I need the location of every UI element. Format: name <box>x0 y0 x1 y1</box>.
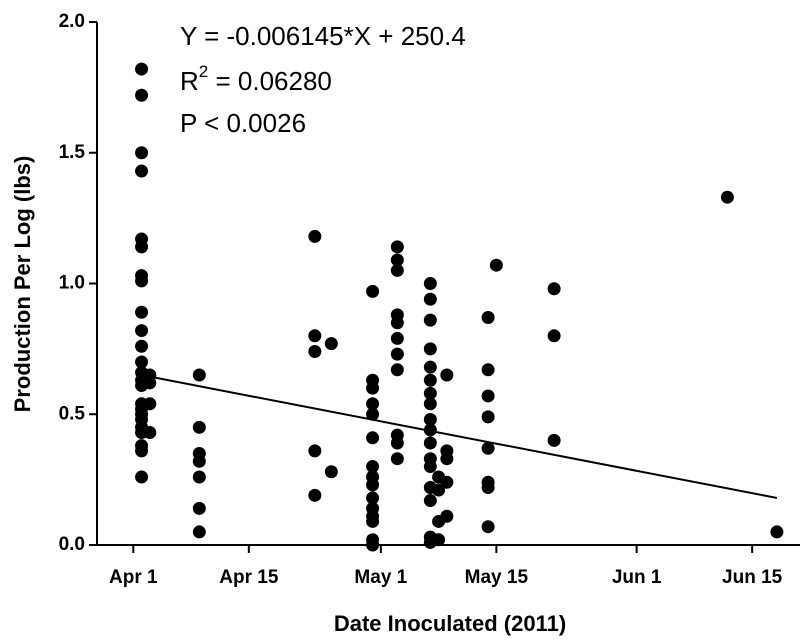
point <box>390 452 404 466</box>
point <box>423 292 437 306</box>
point <box>440 452 454 466</box>
y-tick-label: 0.0 <box>59 534 85 555</box>
point <box>423 360 437 374</box>
point <box>324 465 338 479</box>
point <box>432 533 446 547</box>
point <box>308 344 322 358</box>
point <box>390 331 404 345</box>
point <box>192 420 206 434</box>
point <box>390 316 404 330</box>
point <box>390 253 404 267</box>
point <box>423 342 437 356</box>
x-tick-label: Jun 1 <box>612 567 662 588</box>
x-axis-title: Date Inoculated (2011) <box>334 611 566 636</box>
point <box>489 258 503 272</box>
point <box>423 277 437 290</box>
point <box>547 433 561 447</box>
point <box>366 397 380 411</box>
point <box>143 397 157 411</box>
y-axis-title: Production Per Log (lbs) <box>10 156 35 413</box>
point <box>366 431 380 445</box>
point <box>390 436 404 450</box>
x-tick-label: May 1 <box>354 567 407 588</box>
point <box>135 164 149 178</box>
point <box>481 410 495 424</box>
point <box>192 525 206 539</box>
point <box>308 444 322 458</box>
point <box>770 525 784 539</box>
point <box>423 412 437 426</box>
y-tick-label: 1.5 <box>59 142 86 163</box>
point <box>366 538 380 552</box>
point <box>135 274 149 288</box>
x-tick-label: Apr 1 <box>109 567 158 588</box>
point <box>547 329 561 343</box>
point <box>308 488 322 502</box>
point <box>135 88 149 102</box>
point <box>135 355 149 369</box>
point <box>366 407 380 421</box>
point <box>143 376 157 390</box>
point <box>423 460 437 474</box>
point <box>481 520 495 534</box>
point <box>366 491 380 505</box>
point <box>390 363 404 377</box>
point <box>308 329 322 343</box>
point <box>135 62 149 76</box>
y-tick-label: 1.0 <box>59 273 85 294</box>
point <box>366 284 380 298</box>
point <box>192 470 206 484</box>
y-tick-label: 2.0 <box>59 11 85 32</box>
point <box>366 460 380 474</box>
point <box>440 509 454 523</box>
x-tick-label: Apr 15 <box>219 567 279 588</box>
point <box>135 444 149 458</box>
point <box>135 146 149 160</box>
r-squared: R2 = 0.06280 <box>180 62 332 95</box>
point <box>440 368 454 382</box>
point <box>390 240 404 254</box>
point <box>547 282 561 296</box>
point <box>135 470 149 484</box>
point <box>308 229 322 243</box>
point <box>366 381 380 395</box>
point <box>423 397 437 411</box>
r-squared-base: R <box>180 66 199 96</box>
point <box>720 190 734 204</box>
point <box>423 386 437 400</box>
point <box>135 305 149 319</box>
p-value: P < 0.0026 <box>180 108 306 138</box>
point <box>440 475 454 489</box>
point <box>192 501 206 515</box>
point <box>481 441 495 455</box>
point <box>390 347 404 361</box>
point <box>135 339 149 353</box>
equation: Y = -0.006145*X + 250.4 <box>180 21 466 51</box>
point <box>481 363 495 377</box>
point <box>390 263 404 277</box>
point <box>143 426 157 440</box>
point <box>135 324 149 338</box>
point <box>481 389 495 403</box>
point <box>324 337 338 351</box>
x-tick-label: Jun 15 <box>722 567 783 588</box>
point <box>481 310 495 324</box>
point <box>423 373 437 387</box>
point <box>423 436 437 450</box>
point <box>135 240 149 254</box>
y-tick-label: 0.5 <box>59 403 86 424</box>
point <box>192 454 206 468</box>
fit-line <box>141 374 778 499</box>
x-tick-label: May 15 <box>465 567 529 588</box>
point <box>423 494 437 508</box>
r-squared-sup: 2 <box>199 62 208 81</box>
point <box>366 514 380 528</box>
point <box>192 368 206 382</box>
point <box>423 313 437 327</box>
point <box>481 480 495 494</box>
point <box>432 483 446 497</box>
point <box>366 478 380 492</box>
r-squared-text: = 0.06280 <box>208 66 332 96</box>
